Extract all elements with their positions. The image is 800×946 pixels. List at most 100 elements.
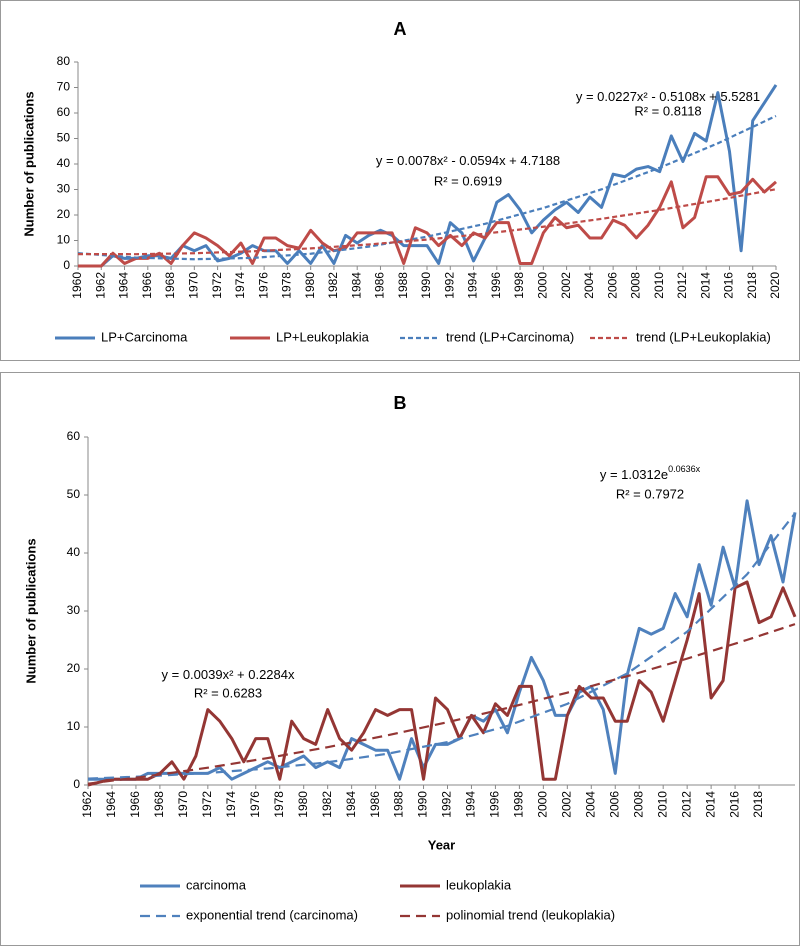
equation-text: y = 0.0227x² - 0.5108x + 5.5281 <box>576 89 760 104</box>
x-tick-label: 1992 <box>440 791 454 818</box>
legend-label: polinomial trend (leukoplakia) <box>446 907 615 922</box>
x-tick-label: 1982 <box>326 272 340 299</box>
x-tick-label: 1988 <box>392 791 406 818</box>
trend-r2: R² = 0.7972 <box>616 486 684 501</box>
x-tick-label: 1984 <box>344 791 358 818</box>
x-tick-label: 1982 <box>320 791 334 818</box>
x-tick-label: 1968 <box>152 791 166 818</box>
x-tick-label: 1992 <box>442 272 456 299</box>
x-tick-label: 2010 <box>655 791 669 818</box>
x-tick-label: 1976 <box>256 272 270 299</box>
x-tick-label: 2008 <box>629 272 643 299</box>
x-tick-label: 1990 <box>416 791 430 818</box>
legend-label: exponential trend (carcinoma) <box>186 907 358 922</box>
x-tick-label: 2010 <box>652 272 666 299</box>
x-tick-label: 1990 <box>419 272 433 299</box>
equation-text: y = 1.0312e <box>600 467 668 482</box>
x-tick-label: 2006 <box>607 791 621 818</box>
x-tick-label: 2000 <box>536 791 550 818</box>
x-tick-label: 2000 <box>536 272 550 299</box>
x-tick-label: 1998 <box>512 791 526 818</box>
series-line <box>87 623 796 785</box>
x-tick-label: 1996 <box>488 791 502 818</box>
x-tick-label: 1986 <box>373 272 387 299</box>
trend-r2: R² = 0.6919 <box>434 173 502 188</box>
series-line <box>77 188 777 256</box>
x-tick-label: 2014 <box>698 272 712 299</box>
x-tick-label: 2020 <box>768 272 782 299</box>
x-tick-label: 2008 <box>631 791 645 818</box>
x-tick-label: 1974 <box>233 272 247 299</box>
x-tick-label: 2004 <box>582 272 596 299</box>
legend-label: carcinoma <box>186 877 247 892</box>
legend-label: trend (LP+Carcinoma) <box>446 329 574 344</box>
x-tick-label: 1978 <box>272 791 286 818</box>
y-tick-label: 10 <box>67 719 81 733</box>
x-tick-label: 1980 <box>303 272 317 299</box>
trend-equation: y = 0.0078x² - 0.0594x + 4.7188 <box>376 153 560 168</box>
y-tick-label: 20 <box>57 207 71 221</box>
x-tick-label: 2018 <box>751 791 765 818</box>
series-line <box>78 175 777 268</box>
x-tick-label: 2016 <box>727 791 741 818</box>
series-line <box>87 580 797 787</box>
y-tick-label: 0 <box>73 777 80 791</box>
equation-text: y = 0.0078x² - 0.0594x + 4.7188 <box>376 153 560 168</box>
x-tick-label: 1970 <box>187 272 201 299</box>
y-tick-label: 50 <box>67 487 81 501</box>
equation-text: y = 0.0039x² + 0.2284x <box>162 667 295 682</box>
y-tick-label: 40 <box>57 156 71 170</box>
x-tick-label: 2002 <box>559 791 573 818</box>
trend-equation: y = 0.0227x² - 0.5108x + 5.5281 <box>576 89 760 104</box>
x-tick-label: 1998 <box>512 272 526 299</box>
x-tick-label: 1972 <box>210 272 224 299</box>
equation-exponent: 0.0636x <box>668 464 701 474</box>
chart-title: A <box>394 19 407 39</box>
x-tick-label: 1966 <box>140 272 154 299</box>
y-tick-label: 30 <box>57 182 71 196</box>
y-tick-label: 0 <box>63 258 70 272</box>
x-tick-label: 1962 <box>93 272 107 299</box>
x-tick-label: 1962 <box>80 791 94 818</box>
x-tick-label: 1996 <box>489 272 503 299</box>
y-tick-label: 30 <box>67 603 81 617</box>
x-tick-label: 1964 <box>117 272 131 299</box>
x-tick-label: 1970 <box>176 791 190 818</box>
trend-r2: R² = 0.6283 <box>194 685 262 700</box>
y-tick-label: 50 <box>57 131 71 145</box>
x-tick-label: 2012 <box>679 791 693 818</box>
y-axis-label: Number of publications <box>21 91 36 236</box>
y-tick-label: 80 <box>57 54 71 68</box>
legend-label: trend (LP+Leukoplakia) <box>636 329 771 344</box>
y-tick-label: 70 <box>57 80 71 94</box>
y-axis-label: Number of publications <box>23 538 38 683</box>
x-tick-label: 1976 <box>248 791 262 818</box>
legend-label: LP+Leukoplakia <box>276 329 370 344</box>
x-tick-label: 1968 <box>163 272 177 299</box>
panel-b-frame <box>0 372 800 946</box>
y-tick-label: 60 <box>67 429 81 443</box>
series-line <box>77 114 777 261</box>
series-line <box>87 512 796 780</box>
x-tick-label: 1994 <box>464 791 478 818</box>
legend-label: LP+Carcinoma <box>101 329 188 344</box>
x-tick-label: 1986 <box>368 791 382 818</box>
x-tick-label: 1960 <box>70 272 84 299</box>
series-line <box>78 84 778 268</box>
x-axis-label: Year <box>428 837 455 852</box>
x-tick-label: 1984 <box>349 272 363 299</box>
x-tick-label: 1966 <box>128 791 142 818</box>
y-tick-label: 40 <box>67 545 81 559</box>
x-tick-label: 1994 <box>466 272 480 299</box>
x-tick-label: 2004 <box>583 791 597 818</box>
x-tick-label: 1980 <box>296 791 310 818</box>
x-tick-label: 1974 <box>224 791 238 818</box>
y-tick-label: 60 <box>57 105 71 119</box>
y-tick-label: 20 <box>67 661 81 675</box>
y-tick-label: 10 <box>57 233 71 247</box>
trend-r2: R² = 0.8118 <box>634 103 701 118</box>
x-tick-label: 2018 <box>745 272 759 299</box>
trend-equation: y = 1.0312e0.0636x <box>600 464 701 482</box>
chart-title: B <box>394 393 407 413</box>
